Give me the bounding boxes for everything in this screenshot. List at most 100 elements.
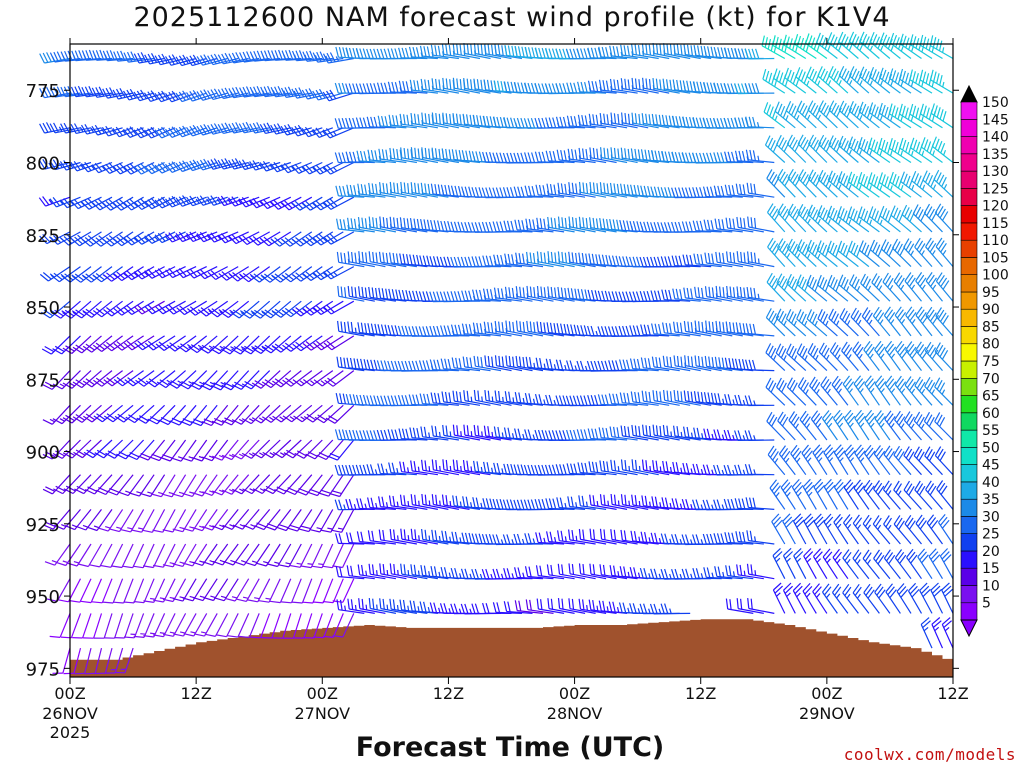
barb-staff (348, 542, 375, 545)
barb-staff (380, 473, 407, 476)
barb-half-feather (490, 573, 494, 580)
barb-feather (409, 427, 413, 438)
barb-staff (391, 505, 417, 510)
barb-feather (499, 152, 504, 163)
barb-half-feather (219, 345, 225, 350)
barb-staff (349, 608, 375, 614)
wind-barb (440, 358, 470, 372)
barb-feather (196, 160, 204, 171)
barb-feather (642, 256, 648, 268)
barb-feather (602, 564, 606, 576)
barb-half-feather (59, 418, 65, 422)
barb-feather (507, 45, 511, 56)
barb-feather (559, 359, 564, 371)
barb-staff (336, 439, 355, 461)
barb-feather (316, 340, 325, 349)
barb-feather (400, 181, 403, 193)
barb-feather (403, 148, 406, 159)
barb-feather (560, 530, 564, 542)
wind-barb (419, 45, 449, 60)
barb-staff (496, 330, 523, 337)
barb-feather (639, 567, 644, 579)
barb-feather (492, 187, 497, 198)
barb-staff (193, 266, 218, 279)
barb-feather (178, 161, 186, 171)
barb-staff (323, 613, 334, 638)
barb-feather (359, 498, 364, 509)
barb-feather (217, 234, 226, 244)
barb-feather (420, 565, 424, 576)
barb-feather (161, 126, 169, 136)
wind-barb (441, 43, 470, 60)
barb-feather (39, 235, 48, 245)
barb-half-feather (658, 537, 662, 544)
barb-feather (98, 487, 109, 493)
barb-feather (558, 83, 564, 94)
barb-feather (549, 184, 553, 195)
barb-feather (541, 83, 546, 94)
wind-barb (83, 404, 113, 423)
barb-feather (423, 219, 427, 230)
barb-feather (231, 384, 242, 390)
wind-barb (72, 300, 102, 319)
barb-feather (491, 356, 494, 368)
barb-feather (487, 390, 490, 402)
barb-half-feather (116, 526, 122, 530)
barb-feather (205, 633, 216, 637)
barb-feather (221, 123, 228, 133)
barb-feather (524, 429, 529, 440)
barb-feather (416, 80, 420, 92)
barb-feather (661, 289, 665, 300)
wind-barb (261, 613, 281, 639)
barb-feather (630, 391, 634, 402)
barb-feather (178, 268, 187, 277)
barb-feather (531, 47, 536, 58)
wind-barb (55, 543, 81, 567)
barb-feather (606, 219, 609, 230)
barb-staff (359, 261, 386, 268)
barb-feather (331, 490, 342, 495)
barb-feather (231, 453, 242, 460)
wind-barb (325, 404, 355, 424)
barb-feather (616, 219, 620, 231)
barb-feather (451, 149, 455, 160)
barb-feather (357, 322, 361, 333)
barb-feather (462, 460, 466, 471)
barb-staff (141, 509, 155, 533)
wind-barb (236, 578, 260, 602)
barb-feather (113, 343, 123, 351)
barb-feather (397, 395, 402, 406)
barb-feather (627, 113, 631, 125)
barb-feather (616, 46, 620, 57)
barb-feather (633, 531, 637, 542)
wind-barb (241, 439, 271, 459)
barb-staff (81, 335, 102, 354)
barb-staff (123, 404, 144, 423)
barb-staff (226, 266, 250, 281)
barb-feather (235, 86, 242, 97)
barb-feather (630, 530, 634, 542)
barb-feather (402, 253, 406, 265)
barb-staff (85, 509, 102, 531)
barb-feather (504, 391, 508, 402)
barb-feather (661, 497, 665, 508)
wind-barb (419, 393, 449, 406)
barb-feather (540, 251, 543, 263)
barb-staff (94, 647, 103, 674)
wind-barb (144, 126, 176, 139)
barb-feather (648, 79, 652, 90)
wind-barb (183, 613, 208, 637)
wind-barb (69, 578, 92, 603)
barb-feather (452, 113, 455, 124)
barb-staff (99, 543, 113, 568)
barb-feather (382, 182, 385, 194)
barb-staff (312, 404, 334, 423)
barb-staff (349, 261, 375, 268)
wind-barb (140, 474, 166, 498)
barb-half-feather (230, 346, 236, 350)
barb-feather (373, 359, 378, 371)
barb-feather (576, 395, 581, 406)
barb-feather (538, 47, 543, 59)
barb-feather (85, 378, 95, 386)
barb-feather (326, 304, 335, 313)
